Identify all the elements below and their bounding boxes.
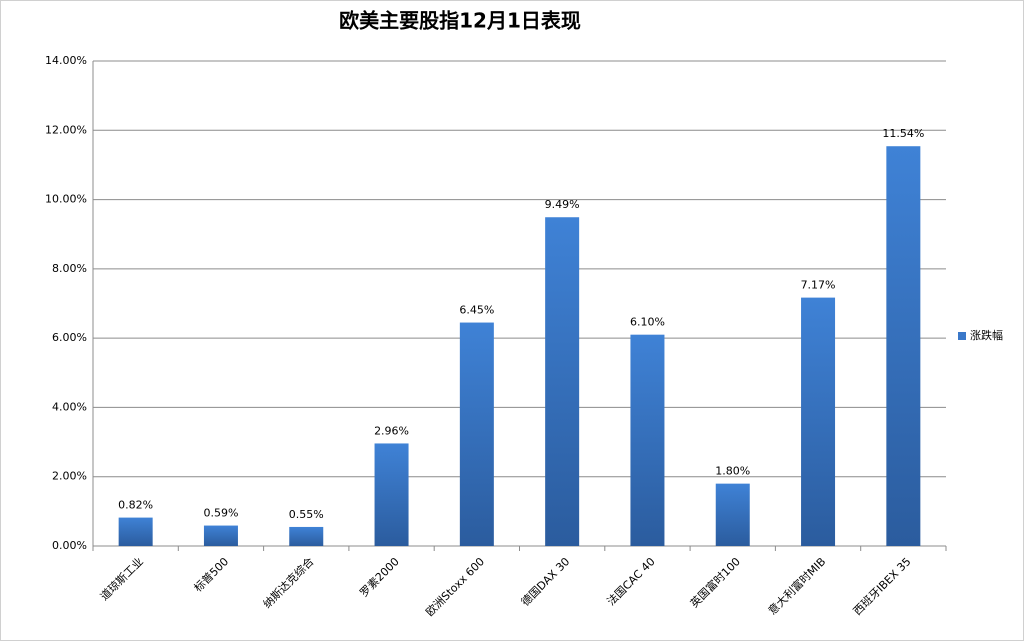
y-tick-label: 8.00%	[52, 262, 87, 275]
value-label: 0.55%	[289, 508, 324, 521]
y-tick-label: 10.00%	[45, 193, 87, 206]
chart-title: 欧美主要股指12月1日表现	[339, 9, 581, 33]
bar	[886, 146, 921, 546]
bar	[374, 443, 409, 546]
bar	[289, 526, 324, 546]
y-tick-label: 14.00%	[45, 54, 87, 67]
bar	[545, 217, 580, 546]
bar	[801, 297, 836, 546]
bar	[630, 334, 665, 546]
value-label: 7.17%	[801, 279, 836, 292]
value-label: 1.80%	[715, 465, 750, 478]
value-label: 6.10%	[630, 316, 665, 329]
bar	[118, 517, 153, 546]
bar	[715, 483, 750, 546]
value-label: 0.59%	[203, 507, 238, 520]
value-label: 6.45%	[459, 304, 494, 317]
legend-label: 涨跌幅	[970, 328, 1003, 342]
y-tick-label: 4.00%	[52, 400, 87, 413]
value-label: 0.82%	[118, 499, 153, 512]
value-label: 9.49%	[545, 198, 580, 211]
value-label: 11.54%	[882, 127, 924, 140]
y-tick-label: 0.00%	[52, 539, 87, 552]
bar	[203, 525, 238, 546]
value-label: 2.96%	[374, 424, 409, 437]
y-tick-label: 6.00%	[52, 331, 87, 344]
legend-swatch	[958, 332, 966, 340]
y-tick-label: 12.00%	[45, 123, 87, 136]
y-tick-label: 2.00%	[52, 470, 87, 483]
bar	[459, 322, 494, 546]
